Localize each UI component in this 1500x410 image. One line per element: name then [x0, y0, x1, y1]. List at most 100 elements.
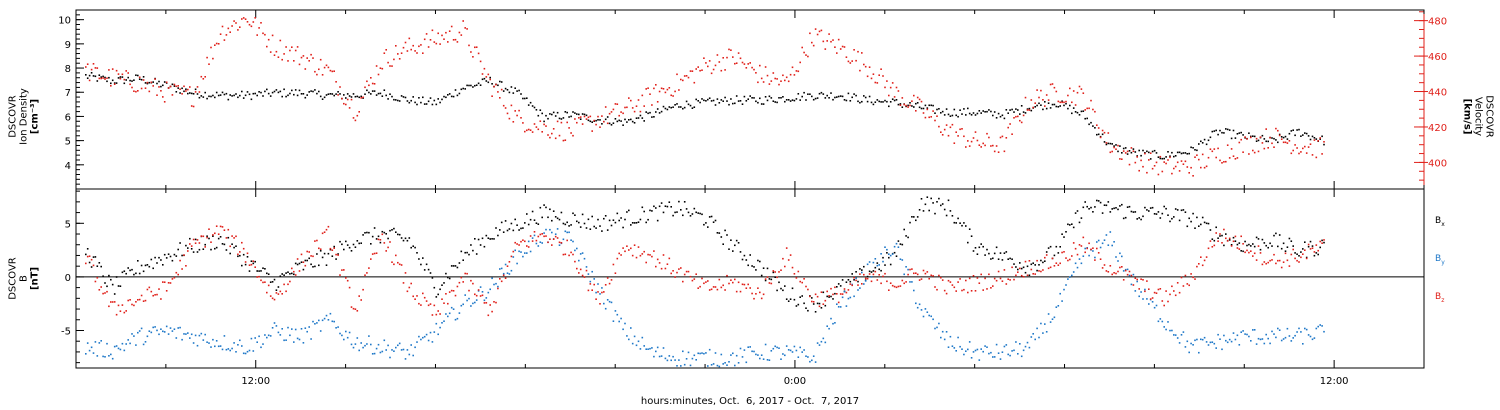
data-point	[691, 279, 694, 282]
data-point	[475, 46, 478, 48]
data-point	[368, 335, 370, 337]
data-point	[579, 253, 582, 255]
data-point	[1121, 152, 1123, 154]
data-point	[510, 104, 513, 107]
data-point	[450, 289, 453, 292]
data-point	[252, 350, 255, 352]
data-point	[414, 298, 416, 300]
data-point	[955, 114, 957, 117]
data-point	[1140, 159, 1142, 162]
data-point	[1167, 214, 1169, 216]
data-point	[381, 230, 384, 233]
data-point	[695, 211, 697, 214]
data-point	[670, 94, 672, 97]
data-point	[578, 272, 580, 274]
data-point	[1122, 147, 1125, 150]
data-point	[1044, 105, 1046, 107]
data-point	[196, 86, 199, 88]
data-point	[1188, 351, 1190, 354]
data-point	[319, 248, 322, 250]
data-point	[1184, 152, 1187, 154]
data-point	[88, 349, 91, 352]
data-point	[173, 83, 176, 86]
data-point	[811, 297, 813, 299]
data-point	[275, 289, 278, 291]
data-point	[1084, 251, 1086, 254]
data-point	[943, 128, 946, 131]
data-point	[1155, 213, 1158, 215]
data-point	[1255, 236, 1258, 239]
data-point	[364, 93, 366, 95]
data-point	[1055, 105, 1058, 108]
data-point	[988, 273, 990, 276]
data-point	[152, 326, 154, 329]
data-point	[123, 311, 126, 314]
data-point	[551, 132, 553, 135]
data-point	[762, 267, 765, 269]
data-point	[847, 60, 850, 63]
data-point	[431, 103, 434, 106]
data-point	[689, 275, 692, 278]
data-point	[364, 344, 366, 347]
data-point	[335, 327, 337, 329]
data-point	[1180, 152, 1183, 155]
data-point	[976, 348, 979, 351]
data-point	[1124, 268, 1127, 271]
data-point	[624, 118, 626, 121]
data-point	[113, 82, 116, 84]
data-point	[227, 348, 230, 350]
data-point	[104, 292, 106, 294]
data-point	[1280, 339, 1283, 342]
data-point	[635, 222, 638, 224]
data-point	[676, 73, 678, 76]
data-point	[633, 335, 636, 338]
data-point	[1321, 325, 1323, 327]
data-point	[718, 232, 721, 234]
data-point	[100, 77, 102, 80]
data-point	[968, 277, 971, 280]
data-point	[1257, 139, 1260, 142]
data-point	[797, 93, 800, 95]
data-point	[1284, 252, 1287, 255]
data-point	[776, 346, 778, 349]
data-point	[572, 240, 574, 243]
data-point	[724, 69, 726, 71]
data-point	[572, 134, 574, 137]
data-point	[551, 113, 553, 116]
data-point	[899, 258, 902, 260]
data-point	[1232, 236, 1235, 239]
data-point	[591, 121, 593, 123]
right-ytick-label: 440	[1428, 88, 1447, 99]
data-point	[383, 231, 386, 234]
data-point	[154, 294, 156, 296]
data-point	[1323, 239, 1325, 241]
data-point	[1024, 271, 1027, 274]
data-point	[516, 114, 518, 117]
data-point	[664, 205, 667, 207]
data-point	[739, 251, 742, 253]
data-point	[660, 355, 663, 357]
data-point	[483, 245, 486, 248]
data-point	[499, 278, 501, 280]
data-point	[630, 247, 632, 250]
data-point	[448, 312, 451, 315]
data-point	[899, 104, 902, 106]
data-point	[1032, 273, 1034, 275]
data-point	[920, 278, 923, 280]
data-point	[165, 81, 168, 84]
data-point	[1061, 251, 1063, 254]
data-point	[146, 81, 149, 84]
data-point	[133, 79, 135, 81]
data-point	[849, 62, 852, 64]
data-point	[462, 20, 464, 22]
data-point	[1275, 336, 1277, 339]
data-point	[770, 282, 773, 285]
data-point	[620, 254, 622, 256]
data-point	[1311, 135, 1314, 138]
data-point	[387, 61, 389, 64]
data-point	[506, 265, 509, 267]
data-point	[662, 88, 665, 90]
data-point	[780, 287, 782, 290]
data-point	[1117, 150, 1119, 153]
data-point	[789, 349, 792, 352]
